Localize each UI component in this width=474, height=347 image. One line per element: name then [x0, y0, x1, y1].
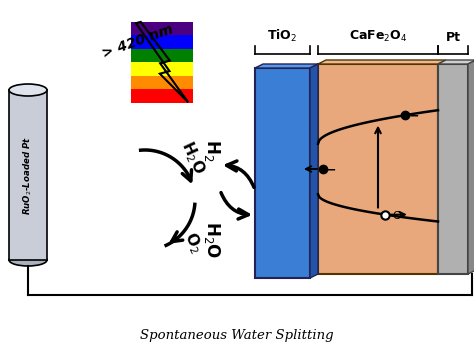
Text: Pt: Pt — [446, 31, 461, 44]
Text: CaFe$_2$O$_4$: CaFe$_2$O$_4$ — [349, 29, 407, 44]
Ellipse shape — [9, 254, 47, 266]
Polygon shape — [318, 60, 446, 64]
Text: H$_2$O: H$_2$O — [177, 138, 209, 178]
Polygon shape — [310, 64, 318, 278]
Polygon shape — [438, 60, 474, 64]
Polygon shape — [131, 49, 193, 63]
Polygon shape — [131, 62, 193, 77]
Text: O$_2$: O$_2$ — [180, 229, 206, 255]
Text: RuO$_2$-Loaded Pt: RuO$_2$-Loaded Pt — [22, 135, 34, 214]
Ellipse shape — [9, 84, 47, 96]
Polygon shape — [131, 49, 193, 63]
Bar — [255, 68, 310, 278]
Polygon shape — [131, 76, 193, 90]
Polygon shape — [131, 35, 193, 50]
Bar — [318, 64, 438, 274]
Text: TiO$_2$: TiO$_2$ — [267, 28, 298, 44]
Polygon shape — [131, 35, 193, 50]
Text: O: O — [392, 211, 401, 221]
Polygon shape — [131, 89, 193, 103]
Polygon shape — [131, 22, 193, 36]
Bar — [9, 90, 47, 260]
Polygon shape — [468, 60, 474, 274]
Bar — [438, 64, 468, 274]
Polygon shape — [136, 22, 188, 102]
Polygon shape — [131, 76, 193, 90]
Polygon shape — [131, 62, 193, 77]
Polygon shape — [131, 22, 193, 36]
Text: Spontaneous Water Splitting: Spontaneous Water Splitting — [140, 329, 334, 341]
Text: −: − — [326, 163, 337, 177]
Polygon shape — [255, 64, 318, 68]
Text: −: − — [408, 110, 419, 122]
Polygon shape — [131, 89, 193, 103]
Text: H$_2$O: H$_2$O — [202, 221, 222, 259]
Text: H$_2$: H$_2$ — [202, 139, 222, 161]
Text: > 420 nm: > 420 nm — [100, 22, 175, 61]
